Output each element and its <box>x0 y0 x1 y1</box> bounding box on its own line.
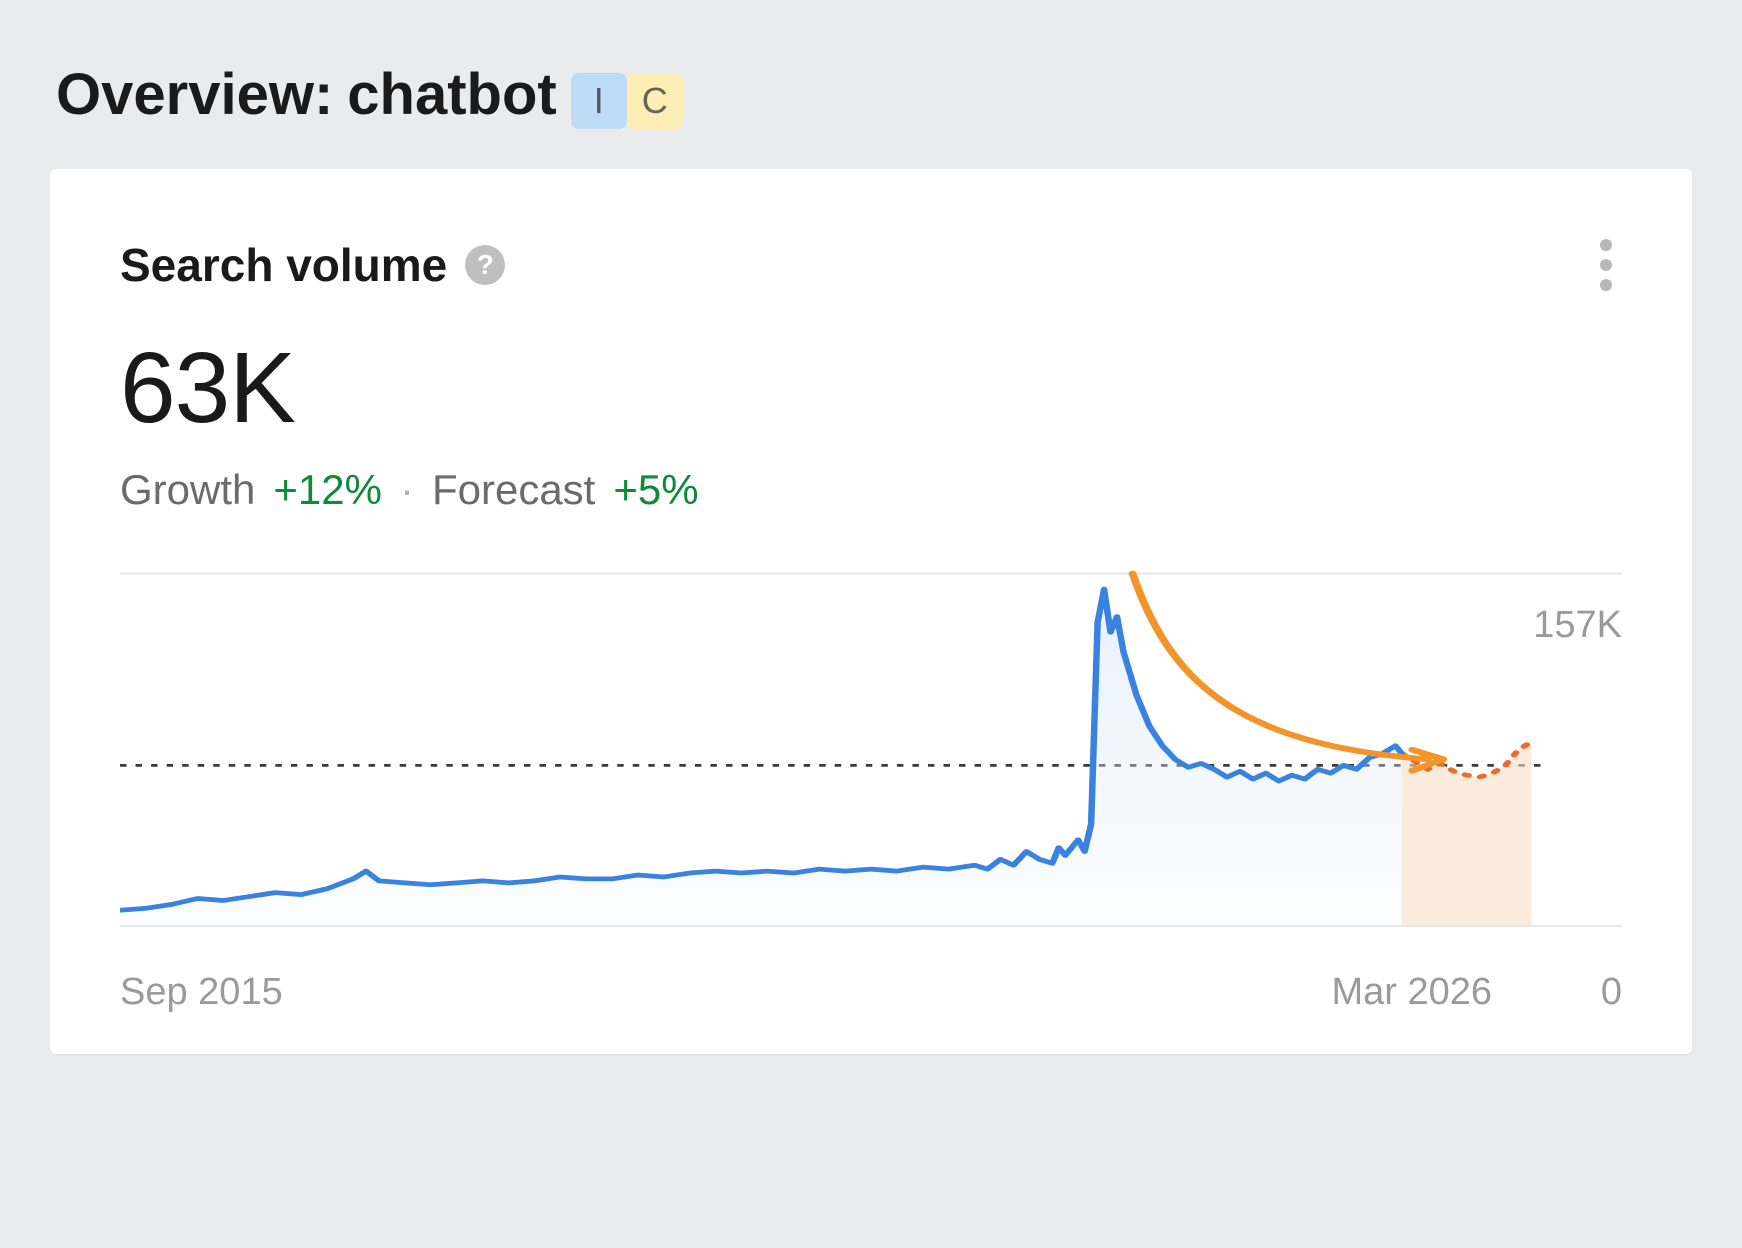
search-volume-chart: 157K 0 Sep 2015 Mar 2026 <box>120 564 1622 1014</box>
x-axis-start-label: Sep 2015 <box>120 971 283 1014</box>
search-volume-value: 63K <box>120 331 1622 446</box>
chart-svg <box>120 564 1622 964</box>
title-prefix: Overview: <box>56 61 333 128</box>
metric-title: Search volume ? <box>120 238 505 292</box>
forecast-value: +5% <box>613 466 698 514</box>
x-axis-end-label: Mar 2026 <box>1331 971 1492 1014</box>
y-axis-max-label: 157K <box>1533 604 1622 647</box>
separator: · <box>400 466 414 514</box>
kebab-menu-icon[interactable] <box>1590 229 1622 301</box>
intent-badge[interactable]: C <box>627 73 683 129</box>
growth-label: Growth <box>120 466 255 514</box>
search-volume-card: Search volume ? 63K Growth +12% · Foreca… <box>50 169 1692 1054</box>
growth-value: +12% <box>273 466 382 514</box>
page-title: Overview: chatbot IC <box>56 60 1692 129</box>
forecast-label: Forecast <box>432 466 595 514</box>
metric-title-text: Search volume <box>120 238 447 292</box>
intent-badge[interactable]: I <box>571 73 627 129</box>
keyword: chatbot <box>347 61 556 128</box>
help-icon[interactable]: ? <box>465 245 505 285</box>
sub-metrics: Growth +12% · Forecast +5% <box>120 466 1622 514</box>
y-axis-min-label: 0 <box>1601 971 1622 1014</box>
